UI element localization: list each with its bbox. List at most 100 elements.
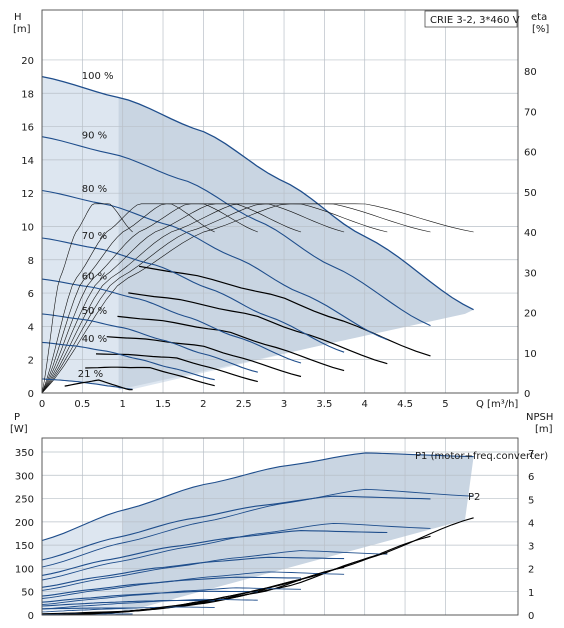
speed-label: 90 % (82, 130, 107, 141)
p2-curve-speed-6 (41, 598, 258, 610)
title-box (424, 10, 518, 28)
head-curve-speed-7 (41, 341, 215, 381)
y-label-left-unit: [m] (13, 24, 31, 35)
p1-curve-speed-8 (42, 607, 133, 610)
x-tick-label: 3.5 (316, 399, 332, 410)
p2-series-label: P2 (468, 492, 480, 503)
title-box-text: CRIE 3-2, 3*460 V (430, 15, 520, 26)
x-tick-label: 0.5 (74, 399, 90, 410)
p-tick-label: 150 (15, 541, 34, 552)
efficiency-curve-speed-1 (41, 203, 474, 394)
y-tick-label-right: 80 (524, 67, 537, 78)
p1-series-label: P1 (motor+freq.converter) (415, 451, 548, 462)
y-tick-label-left: 2 (28, 356, 34, 367)
y-tick-label-right: 20 (524, 309, 537, 320)
efficiency-curve-speed-4 (41, 203, 345, 394)
x-tick-label: 0 (39, 399, 45, 410)
x-tick-label: 2.5 (236, 399, 252, 410)
p2-curve-speed-4 (41, 571, 345, 599)
p-tick-label: 0 (28, 611, 34, 622)
y-tick-label-left: 4 (28, 322, 34, 333)
power-area-dark (122, 453, 474, 613)
power-curves (41, 452, 474, 616)
x-tick-label: 1 (119, 399, 125, 410)
head-curve-speed-5 (41, 278, 302, 364)
load-curve-speed-8 (64, 379, 133, 391)
head-curve-speed-6 (41, 313, 258, 373)
npsh-tick-label: 4 (528, 518, 534, 529)
head-curves (41, 75, 474, 394)
speed-labels: 100 % 90 % 80 % 70 % 60 % 50 % 40 % 21 % (78, 71, 114, 380)
p-tick-label: 200 (15, 518, 34, 529)
y-tick-label-left: 10 (21, 222, 34, 233)
y-tick-label-left: 8 (28, 256, 34, 267)
head-plot-frame (41, 9, 519, 394)
p-tick-label: 100 (15, 564, 34, 575)
npsh-tick-label: 5 (528, 495, 534, 506)
head-efficiency-chart: CRIE 3-2, 3*460 V H [m] eta [%] Q [m³/h]… (13, 9, 549, 410)
efficiency-curve-speed-5 (41, 203, 302, 394)
y-tick-label-left: 12 (21, 189, 34, 200)
x-tick-label: 1.5 (155, 399, 171, 410)
speed-label: 60 % (82, 272, 107, 283)
npsh-tick-label: 0 (528, 611, 534, 622)
y-tick-label-right: 10 (524, 349, 537, 360)
npsh-label-name: NPSH (526, 412, 553, 423)
speed-label: 50 % (82, 306, 107, 317)
load-curve-speed-3 (128, 292, 388, 365)
x-tick-label: 4 (362, 399, 368, 410)
efficiency-curve-speed-8 (41, 203, 133, 394)
y-tick-label-right: 60 (524, 148, 537, 159)
y-label-right-name: eta (531, 12, 547, 23)
npsh-tick-label: 1 (528, 588, 534, 599)
head-curve-speed-3 (41, 189, 388, 341)
p-label-name: P (14, 412, 20, 423)
p1-curve-speed-6 (41, 590, 258, 603)
head-curve-speed-2 (41, 136, 431, 327)
speed-label: 100 % (82, 71, 114, 82)
p-tick-label: 350 (15, 448, 34, 459)
p2-curve-speed-1 (41, 488, 474, 568)
y-label-left-name: H (14, 12, 22, 23)
x-tick-label: 5 (442, 399, 448, 410)
y-tick-label-right: 70 (524, 107, 537, 118)
load-curve-speed-6 (95, 353, 258, 383)
head-curve-speed-1 (41, 75, 474, 311)
y-tick-label-left: 14 (21, 156, 34, 167)
power-axis-ticks: 0 50 100 150 200 250 300 350 0 1 2 3 4 5 6 7 (15, 448, 534, 622)
load-curve-speed-4 (117, 315, 345, 372)
npsh-label-unit: [m] (535, 424, 553, 435)
y-tick-label-left: 6 (28, 289, 34, 300)
y-tick-label-left: 16 (21, 123, 34, 134)
x-tick-label: 2 (200, 399, 206, 410)
speed-label: 21 % (78, 369, 103, 380)
p-tick-label: 50 (21, 588, 34, 599)
speed-label: 40 % (82, 334, 107, 345)
npsh-tick-label: 2 (528, 565, 534, 576)
p1-curve-speed-4 (41, 556, 345, 588)
speed-label: 70 % (82, 231, 107, 242)
p1-curve-speed-2 (41, 495, 431, 561)
y-tick-label-right: 0 (524, 389, 530, 400)
power-plot-frame (41, 437, 519, 616)
head-curve-speed-4 (41, 237, 345, 353)
p1-curve-speed-5 (41, 576, 302, 597)
speed-label: 80 % (82, 184, 107, 195)
x-axis-label: Q [m³/h] (476, 399, 518, 410)
y-tick-label-left: 18 (21, 89, 34, 100)
npsh-tick-label: 7 (528, 449, 534, 460)
y-tick-label-right: 50 (524, 188, 537, 199)
load-curve-speed-7 (85, 366, 215, 387)
p2-curve-speed-3 (41, 550, 388, 591)
power-range-area (42, 452, 474, 613)
p-tick-label: 300 (15, 471, 34, 482)
y-tick-label-right: 40 (524, 228, 537, 239)
y-tick-label-left: 20 (21, 56, 34, 67)
efficiency-curve-speed-6 (41, 203, 258, 394)
x-tick-label: 4.5 (397, 399, 413, 410)
p1-curve-speed-7 (41, 599, 215, 607)
head-axis-ticks: 0 0.5 1 1.5 2 2.5 3 3.5 4 4.5 50246810121416182001… (21, 56, 536, 410)
power-npsh-chart: P [W] NPSH [m] P1 (motor+freq.converter)… (10, 412, 553, 622)
npsh-tick-label: 6 (528, 472, 534, 483)
